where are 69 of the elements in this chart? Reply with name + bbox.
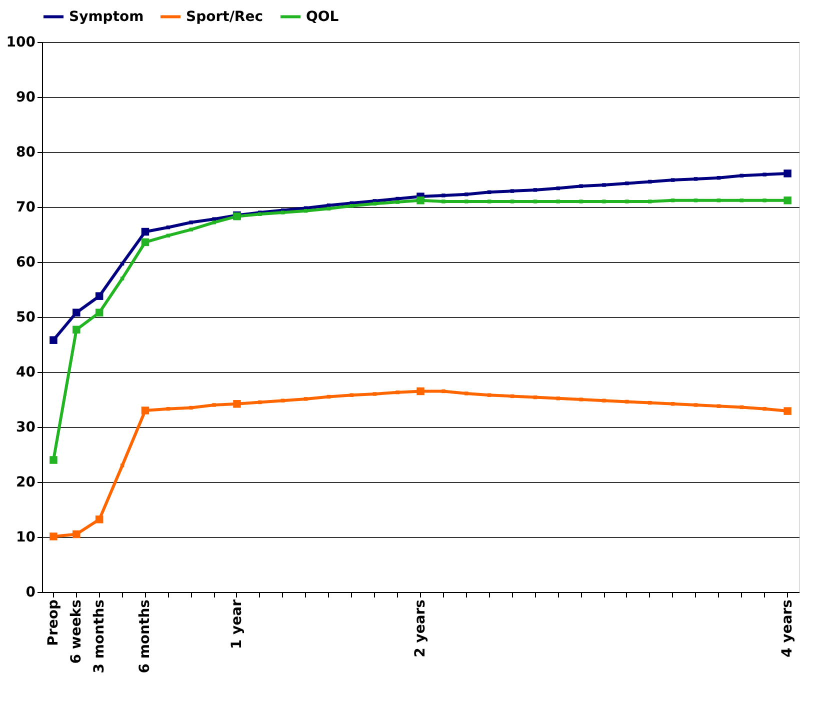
point [372, 392, 376, 396]
point [212, 217, 216, 221]
x-tick-label: 2 years [412, 600, 428, 658]
point [396, 200, 400, 204]
y-tick-label: 50 [16, 310, 36, 326]
point [212, 220, 216, 224]
point [648, 200, 652, 204]
point [212, 403, 216, 407]
point [533, 188, 538, 192]
point [350, 204, 354, 208]
point [716, 404, 721, 408]
point [625, 200, 629, 204]
point [304, 397, 308, 401]
point [579, 184, 583, 188]
point [442, 194, 446, 198]
point [716, 198, 721, 202]
point [442, 389, 446, 394]
point [670, 402, 675, 406]
y-tick-label: 100 [6, 34, 36, 50]
point [740, 198, 744, 202]
y-tick-label: 40 [16, 364, 36, 380]
point [510, 200, 514, 204]
point [670, 178, 675, 182]
x-tick-label: Preop [45, 600, 62, 646]
point [694, 198, 698, 202]
point [579, 398, 583, 402]
y-tick-label: 90 [16, 90, 36, 106]
point [602, 200, 606, 204]
point [350, 393, 354, 397]
point [579, 200, 583, 204]
y-tick-label: 70 [16, 200, 36, 216]
point [670, 198, 675, 202]
point [487, 393, 492, 397]
point [464, 392, 468, 396]
point [280, 398, 285, 402]
point [694, 177, 698, 181]
point [120, 276, 124, 280]
point [556, 396, 560, 400]
y-tick-label: 0 [26, 584, 36, 600]
point [762, 172, 766, 176]
point [602, 183, 606, 187]
point [166, 234, 170, 238]
point [189, 228, 193, 232]
x-tick-label: 1 year [228, 599, 245, 650]
point [442, 200, 446, 204]
point [762, 198, 766, 202]
point [694, 403, 698, 407]
x-tick-label: 3 months [91, 600, 108, 674]
legend-label: QOL [306, 8, 339, 25]
point [280, 210, 285, 214]
point [602, 398, 606, 402]
point [189, 220, 193, 224]
legend-label: Symptom [69, 8, 144, 25]
point [189, 406, 193, 410]
x-tick-label: 4 years [780, 600, 796, 658]
y-tick-label: 30 [16, 420, 36, 436]
x-tick-label: 6 weeks [68, 600, 84, 664]
y-tick-label: 80 [16, 144, 36, 160]
point [533, 200, 538, 204]
point [464, 200, 468, 204]
y-tick-label: 20 [16, 474, 36, 490]
legend-label: Sport/Rec [186, 8, 264, 25]
point [556, 200, 560, 204]
point [487, 200, 492, 204]
y-tick-label: 60 [16, 254, 36, 270]
x-tick-label: 6 months [137, 600, 154, 674]
y-tick-label: 10 [16, 530, 36, 546]
point [120, 464, 124, 468]
point [510, 189, 514, 193]
